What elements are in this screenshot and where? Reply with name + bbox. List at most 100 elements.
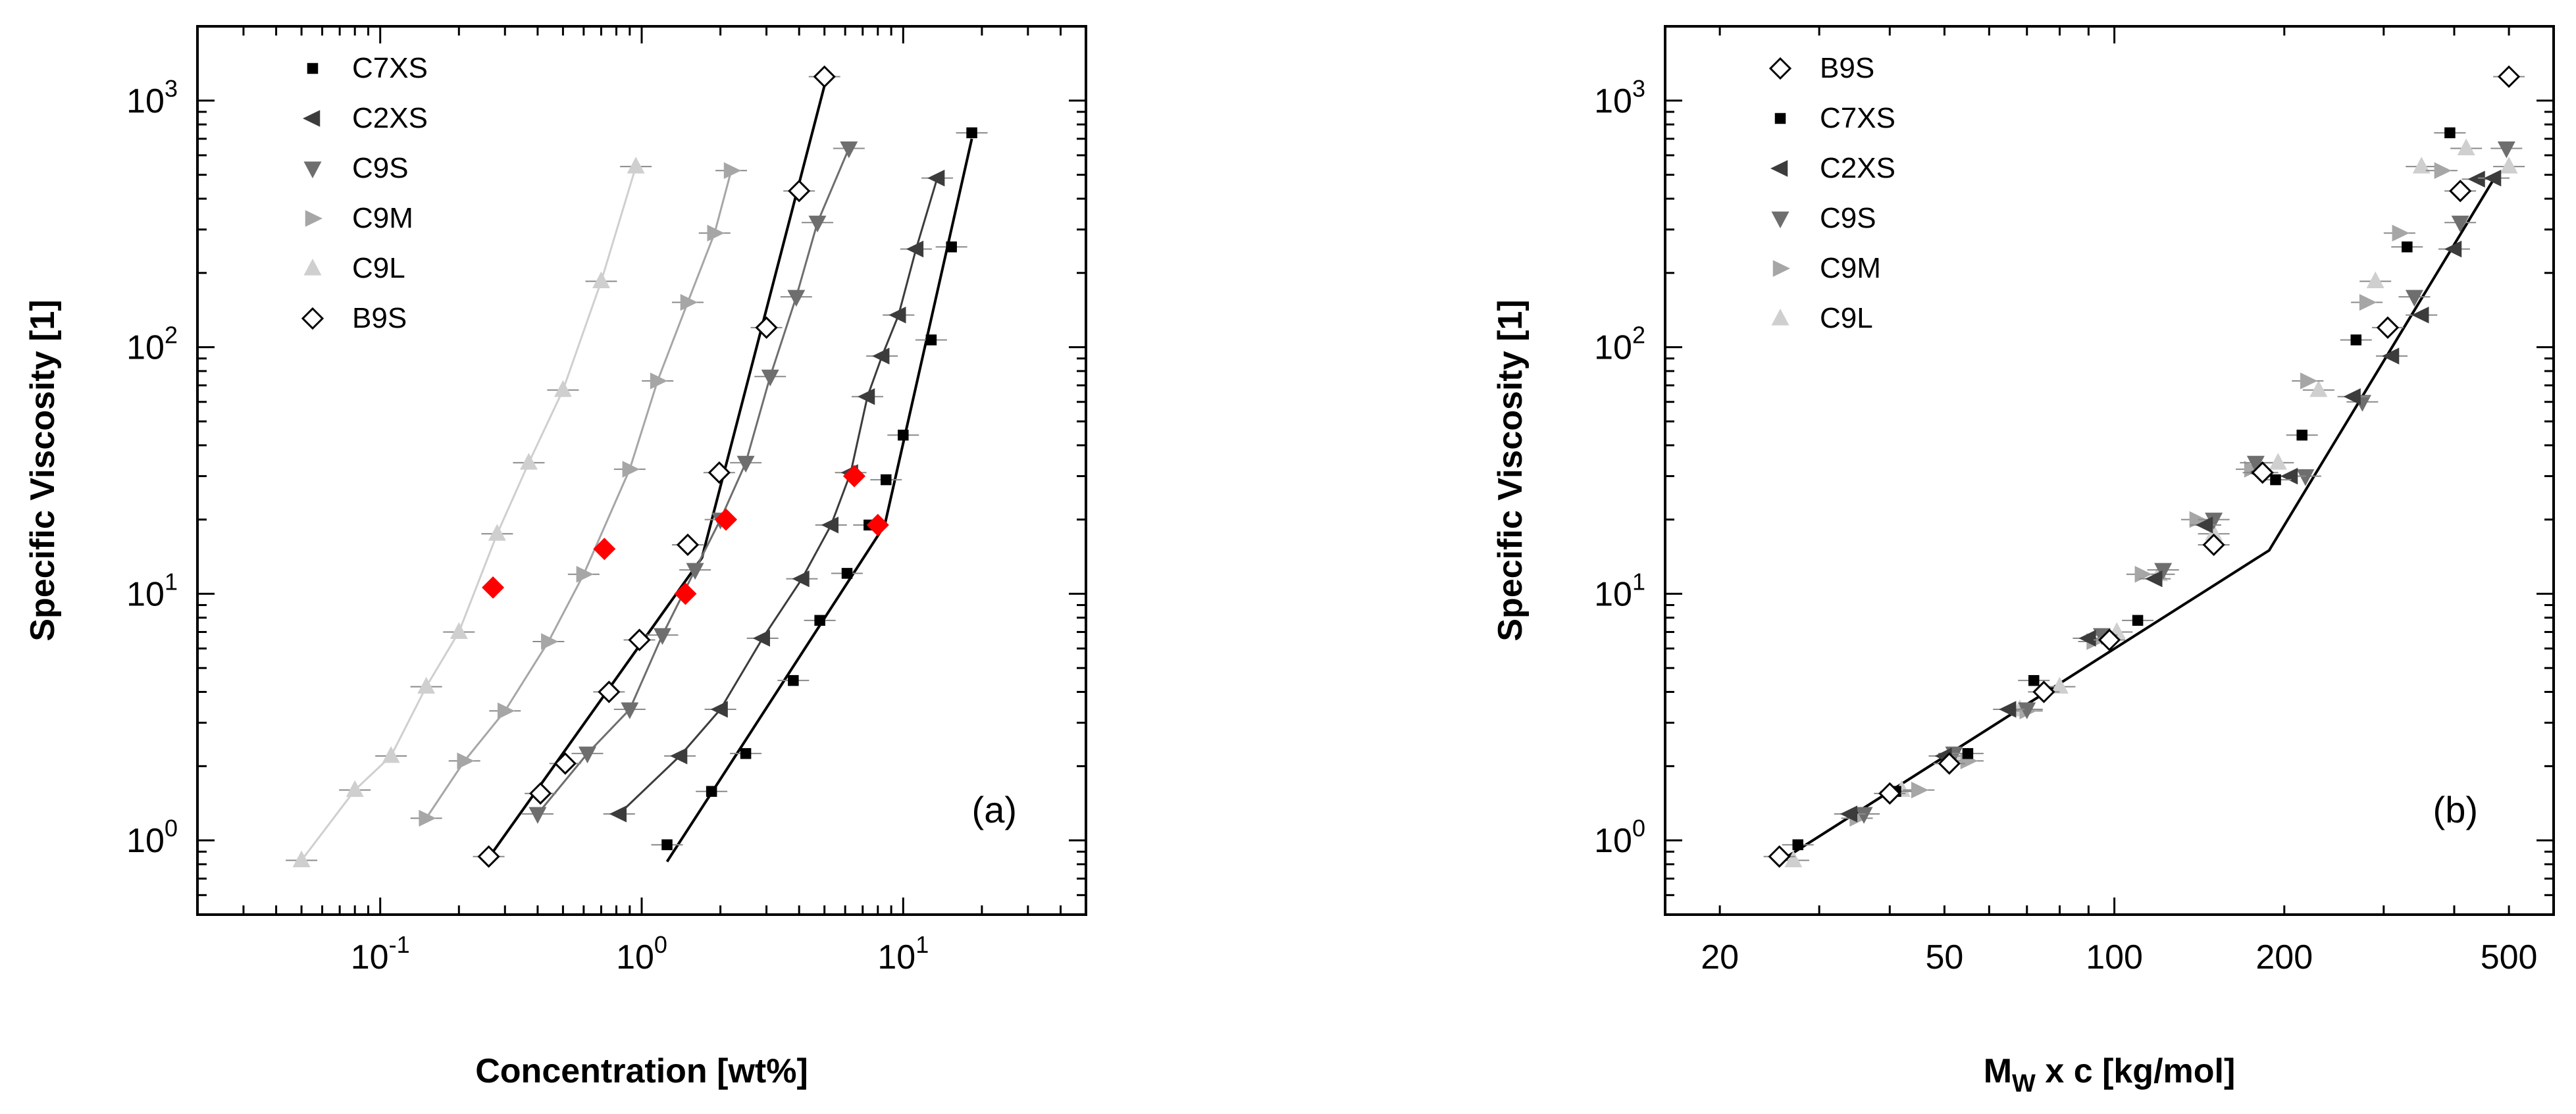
data-point-c2xs — [857, 388, 875, 405]
data-point-c2xs — [792, 570, 810, 588]
legend-marker-b9s — [1768, 57, 1792, 80]
data-point-c2xs — [2196, 517, 2213, 534]
data-point-c9s — [621, 702, 639, 719]
data-point-c7xs — [2270, 474, 2281, 486]
data-point-c7xs — [814, 615, 825, 626]
data-point-b9s — [529, 782, 552, 805]
y-tick-label-base: 10 — [126, 329, 165, 367]
data-point-c9s — [528, 807, 547, 824]
overlap-point — [842, 465, 865, 488]
y-tick-label-base: 10 — [126, 82, 165, 120]
data-point-b9s — [1878, 782, 1901, 805]
y-tick-label: 103 — [1594, 75, 1645, 120]
y-tick-label-base: 10 — [1594, 329, 1632, 367]
chart-a-ticks — [196, 25, 1087, 916]
data-point-c9s — [1855, 807, 1873, 824]
x-tick-label: 20 — [1701, 938, 1739, 976]
overlap-point — [593, 538, 616, 561]
data-point-b9s — [628, 628, 651, 651]
legend-marker-c9l — [1771, 309, 1790, 326]
data-point-b9s — [554, 752, 577, 775]
y-tick-label-exp: 2 — [1632, 322, 1645, 349]
data-point-c9l — [2457, 138, 2475, 155]
overlap-point — [674, 582, 697, 605]
data-point-c9s — [2405, 290, 2423, 307]
y-tick-label-base: 10 — [1594, 822, 1632, 860]
x-tick-label-exp: 1 — [915, 931, 929, 958]
legend-marker-c2xs — [303, 110, 321, 127]
data-point-c9s — [808, 215, 827, 233]
data-point-c9s — [787, 290, 806, 307]
chart-a-points — [286, 65, 988, 868]
data-point-b9s — [676, 533, 700, 557]
legend-label-c9l: C9L — [1820, 302, 1873, 334]
series-line-c9s — [536, 147, 850, 815]
data-point-c9m — [2300, 372, 2318, 390]
legend-marker-c7xs — [1774, 113, 1786, 124]
data-point-c7xs — [740, 747, 752, 759]
data-point-c9m — [541, 633, 559, 650]
chart-a-fit-lines — [487, 85, 973, 863]
data-point-c9m — [622, 461, 640, 478]
data-point-c2xs — [1840, 805, 1858, 823]
data-point-c9m — [2359, 293, 2377, 311]
data-point-c9m — [707, 224, 725, 242]
legend-marker-c7xs — [307, 63, 319, 74]
y-tick-label: 100 — [1594, 815, 1645, 860]
chart-b-x-axis-title-main: M — [1984, 1052, 2012, 1090]
data-point-c7xs — [966, 127, 977, 139]
data-point-c9s — [736, 455, 755, 473]
y-tick-label-exp: 0 — [1632, 815, 1645, 842]
data-point-b9s — [2251, 461, 2274, 484]
data-point-c9s — [579, 746, 597, 764]
data-point-c9m — [576, 565, 594, 583]
data-point-c2xs — [2343, 388, 2361, 405]
data-point-c9l — [519, 453, 538, 470]
data-point-c9m — [650, 372, 668, 390]
x-tick-label: 50 — [1925, 938, 1963, 976]
data-point-c2xs — [906, 240, 924, 258]
data-point-c9l — [592, 271, 610, 288]
data-point-b9s — [477, 845, 500, 868]
data-point-c9m — [2244, 461, 2262, 478]
data-point-c9m — [2434, 162, 2452, 180]
legend-label-c7xs: C7XS — [1820, 102, 1895, 134]
data-point-c2xs — [889, 307, 906, 324]
y-tick-label: 103 — [126, 75, 178, 120]
fit-line — [487, 85, 826, 859]
x-tick-label-exp: -1 — [389, 931, 410, 958]
data-point-c7xs — [788, 674, 799, 686]
data-point-c9l — [346, 780, 364, 798]
data-point-c9m — [2134, 565, 2152, 583]
data-point-b9s — [708, 461, 731, 484]
chart-b-panel-label: (b) — [2433, 789, 2478, 830]
legend-marker-c2xs — [1770, 160, 1788, 177]
data-point-c7xs — [1792, 839, 1803, 851]
data-point-c2xs — [872, 347, 890, 365]
y-tick-label-exp: 3 — [165, 75, 178, 102]
legend-label-c7xs: C7XS — [352, 52, 428, 84]
data-point-c7xs — [881, 474, 892, 486]
data-point-c2xs — [2145, 570, 2163, 588]
y-tick-label: 102 — [126, 322, 178, 367]
data-point-c9l — [2205, 524, 2223, 541]
data-point-c9m — [457, 752, 475, 770]
chart-a-overlap-points — [482, 465, 889, 605]
x-tick-label: 10-1 — [351, 931, 410, 976]
data-point-c9l — [292, 850, 311, 868]
y-tick-label-exp: 3 — [1632, 75, 1645, 102]
data-point-c9l — [1784, 850, 1803, 868]
data-point-c2xs — [2078, 630, 2096, 647]
chart-a-x-axis-title: Concentration [wt%] — [475, 1052, 808, 1090]
data-point-c9m — [2392, 224, 2409, 242]
data-point-c9l — [382, 746, 400, 763]
data-point-b9s — [598, 680, 621, 703]
data-point-b9s — [1938, 752, 1961, 775]
y-tick-label-exp: 1 — [1632, 568, 1645, 595]
legend-marker-c9s — [1771, 211, 1790, 228]
legend-marker-c9s — [303, 161, 322, 178]
data-point-c7xs — [661, 839, 673, 851]
data-point-c7xs — [946, 241, 957, 253]
chart-a-y-axis-title: Specific Viscosity [1] — [24, 299, 62, 641]
data-point-c2xs — [710, 701, 728, 718]
